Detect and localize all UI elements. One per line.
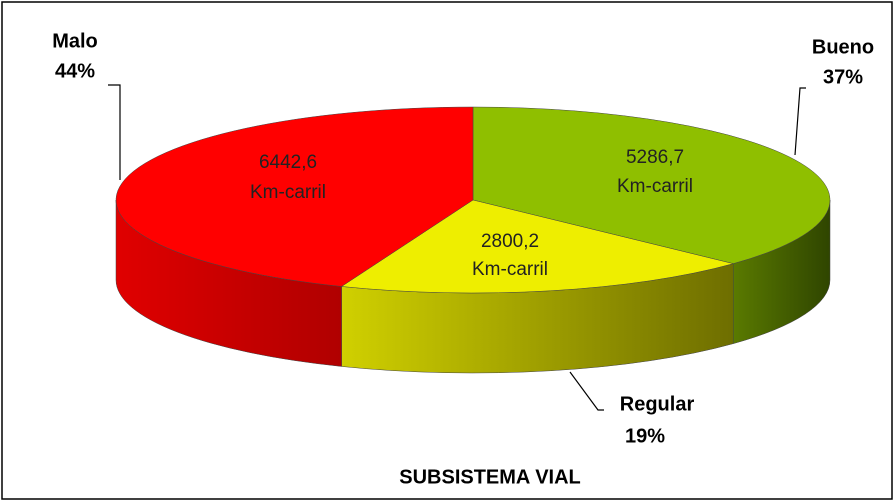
pie-slice [115, 106, 474, 287]
leader-line [794, 87, 806, 156]
amount-label: 6442,6 [259, 152, 317, 173]
pie-slice [472, 106, 831, 264]
category-label: Bueno [812, 36, 874, 58]
chart-title: SUBSISTEMA VIAL [399, 466, 581, 488]
percent-label: 19% [625, 425, 665, 447]
amount-label: 2800,2 [481, 231, 539, 252]
percent-label: 37% [823, 66, 863, 88]
amount-label: 5286,7 [626, 147, 684, 168]
pie-slice [340, 199, 735, 294]
category-label: Regular [620, 393, 695, 415]
unit-label: Km-carril [617, 176, 693, 197]
leader-line [108, 84, 121, 180]
category-label: Malo [52, 30, 98, 52]
unit-label: Km-carril [472, 259, 548, 280]
leader-line [569, 371, 604, 411]
percent-label: 44% [55, 60, 95, 82]
unit-label: Km-carril [250, 182, 326, 203]
